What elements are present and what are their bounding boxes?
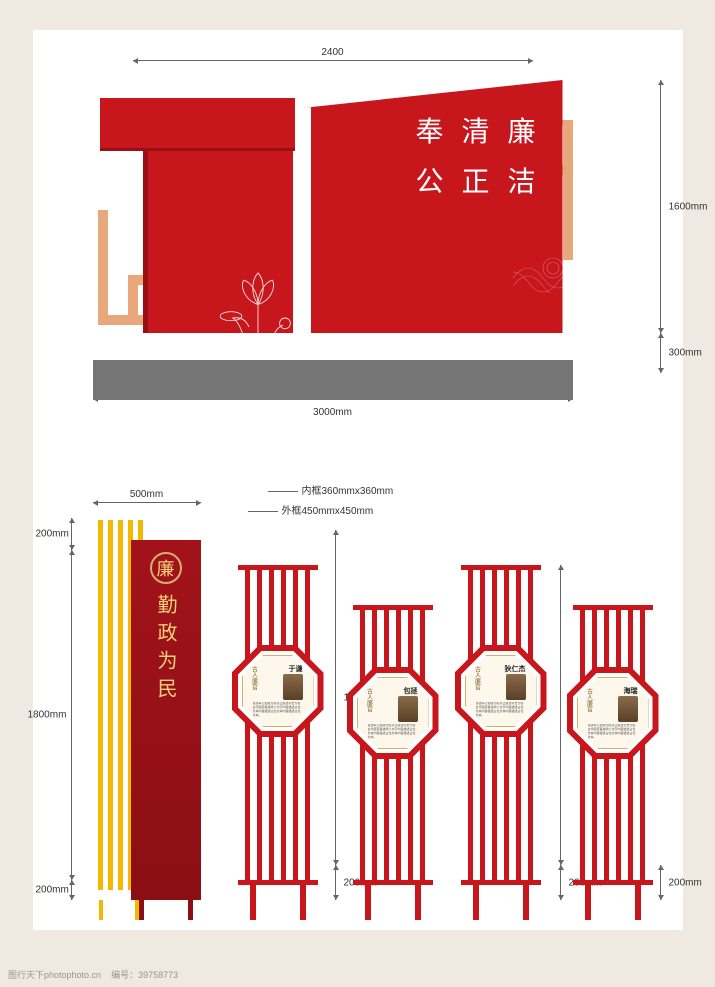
dimension-label: 200mm [36, 885, 69, 896]
portrait-icon [506, 674, 526, 700]
portrait-icon [618, 696, 638, 722]
main-slogan: 奉 公 清 正 廉 洁 [415, 110, 537, 200]
base-slab [93, 360, 573, 400]
drawing-canvas: 2400 1600mm 300mm 3000mm 奉 公 [33, 30, 683, 930]
dimension-top-width: 2400 [133, 60, 533, 61]
watermark-id: 39758773 [138, 970, 178, 980]
note-outer-frame: 外框450mmx450mm [248, 502, 374, 517]
panel-header: 古人廉官 [251, 666, 257, 690]
watermark-site: 图行天下photophoto.cn [8, 970, 101, 980]
slogan-char: 公 [415, 160, 445, 200]
leader-red-legs [139, 900, 193, 920]
dimension-label: 2400 [133, 47, 533, 58]
panel-body: 廉洁奉公勤政为民清正廉洁以史为鉴古代廉吏事迹简介文字内容描述占位文本内容描述占位… [253, 702, 303, 718]
dimension-stand-tall: 1800mm [335, 530, 336, 865]
dimension-base-height: 300mm [660, 333, 661, 373]
dimension-leader-top-gap: 200mm [71, 518, 72, 550]
octagon-panel-3: 古人廉官 狄仁杰 廉洁奉公勤政为民清正廉洁以史为鉴古代廉吏事迹简介文字内容描述占… [455, 645, 547, 737]
watermark-id-label: 编号： [111, 970, 138, 980]
slogan-char: 奉 [415, 110, 445, 150]
octagon-panel-4: 古人廉官 海瑞 廉洁奉公勤政为民清正廉洁以史为鉴古代廉吏事迹简介文字内容描述占位… [567, 667, 659, 759]
slogan-char: 洁 [507, 160, 537, 200]
lotus-ornament [213, 255, 303, 345]
leader-red-sign: 廉 勤政为民 [131, 540, 201, 900]
watermark-text: 图行天下photophoto.cn 编号：39758773 [8, 968, 178, 981]
bottom-stands-diagram: 内框360mmx360mm 外框450mmx450mm 500mm 200mm … [73, 460, 653, 920]
display-stand-3: 古人廉官 狄仁杰 廉洁奉公勤政为民清正廉洁以史为鉴古代廉吏事迹简介文字内容描述占… [461, 565, 541, 920]
leader-yellow-legs [99, 900, 139, 920]
note-inner-frame: 内框360mmx360mm [268, 482, 394, 497]
dimension-label: 200mm [36, 529, 69, 540]
dimension-label: 300mm [669, 348, 702, 359]
slogan-char: 清 [461, 110, 491, 150]
portrait-icon [398, 696, 418, 722]
leader-round-char: 廉 [150, 552, 182, 584]
dimension-leader-leg: 200mm [71, 880, 72, 900]
octagon-panel-2: 古人廉官 包拯 廉洁奉公勤政为民清正廉洁以史为鉴古代廉吏事迹简介文字内容描述占位… [347, 667, 439, 759]
panel-header: 古人廉官 [586, 688, 592, 712]
dimension-label: 3000mm [93, 407, 573, 418]
portrait-icon [283, 674, 303, 700]
dimension-stand-short: 1600mm [560, 565, 561, 865]
dimension-stand-leg-2: 200mm [560, 865, 561, 900]
octagon-panel-1: 古人廉官 于谦 廉洁奉公勤政为民清正廉洁以史为鉴古代廉吏事迹简介文字内容描述占位… [232, 645, 324, 737]
display-stand-4: 古人廉官 海瑞 廉洁奉公勤政为民清正廉洁以史为鉴古代廉吏事迹简介文字内容描述占位… [573, 605, 653, 920]
dimension-leader-width: 500mm [93, 502, 201, 503]
wave-ornament [513, 248, 715, 293]
panel-body: 廉洁奉公勤政为民清正廉洁以史为鉴古代廉吏事迹简介文字内容描述占位文本内容描述占位… [588, 724, 638, 740]
panel-header: 古人廉官 [474, 666, 480, 690]
panel-name: 包拯 [404, 686, 418, 696]
slogan-char: 廉 [507, 110, 537, 150]
dimension-label: 1600mm [669, 201, 708, 212]
dimension-leader-height: 1800mm [71, 550, 72, 880]
dimension-panel-height: 1600mm [660, 80, 661, 333]
top-structure-diagram: 2400 1600mm 300mm 3000mm 奉 公 [93, 80, 623, 400]
panel-name: 海瑞 [624, 686, 638, 696]
dimension-label: 500mm [93, 489, 201, 500]
panel-header: 古人廉官 [366, 688, 372, 712]
dimension-stand-leg-3: 200mm [660, 865, 661, 900]
red-panel-right: 奉 公 清 正 廉 洁 [303, 80, 563, 333]
display-stand-2: 古人廉官 包拯 廉洁奉公勤政为民清正廉洁以史为鉴古代廉吏事迹简介文字内容描述占位… [353, 605, 433, 920]
panel-name: 狄仁杰 [505, 664, 526, 674]
panel-body: 廉洁奉公勤政为民清正廉洁以史为鉴古代廉吏事迹简介文字内容描述占位文本内容描述占位… [368, 724, 418, 740]
slogan-char: 正 [461, 160, 491, 200]
dimension-stand-leg-1: 200mm [335, 865, 336, 900]
panel-body: 廉洁奉公勤政为民清正廉洁以史为鉴古代廉吏事迹简介文字内容描述占位文本内容描述占位… [476, 702, 526, 718]
dimension-label: 1800mm [28, 710, 67, 721]
panel-name: 于谦 [289, 664, 303, 674]
display-stand-1: 古人廉官 于谦 廉洁奉公勤政为民清正廉洁以史为鉴古代廉吏事迹简介文字内容描述占位… [238, 565, 318, 920]
dimension-label: 200mm [669, 877, 702, 888]
leader-vertical-text: 勤政为民 [151, 594, 180, 706]
